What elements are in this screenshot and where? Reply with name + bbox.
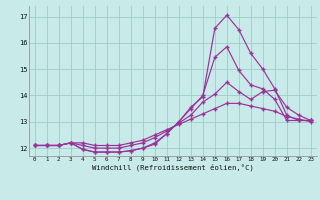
X-axis label: Windchill (Refroidissement éolien,°C): Windchill (Refroidissement éolien,°C)	[92, 164, 254, 171]
